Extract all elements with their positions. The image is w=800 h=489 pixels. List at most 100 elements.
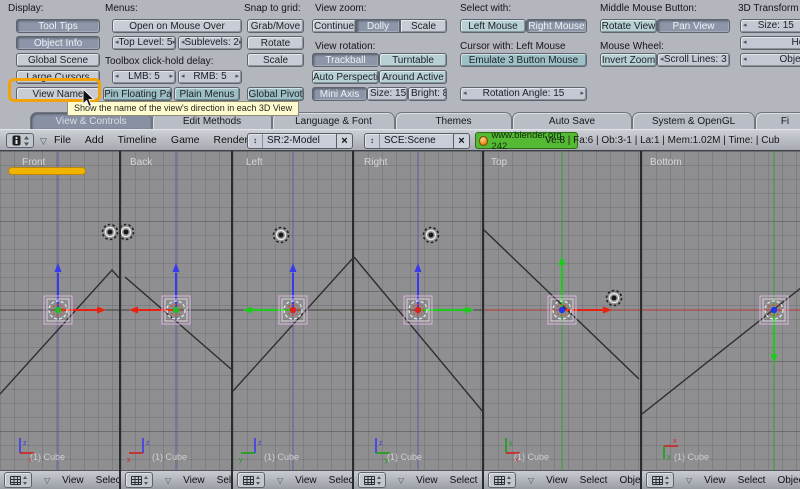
scene-browse-icon[interactable]: ↕ [365,134,380,148]
lamp-object[interactable] [101,223,119,241]
screen-browse-icon[interactable]: ↕ [248,134,263,148]
mmb-pan-view-option[interactable]: Pan View [657,19,730,33]
global-scene-toggle[interactable]: Global Scene [16,53,100,67]
scene-selector[interactable]: ↕ SCE:Scene [364,133,454,149]
collapse-menus-icon[interactable]: ▽ [165,475,172,485]
editor-type-dropdown[interactable] [125,472,153,488]
invert-zoom-toggle[interactable]: Invert Zoom [600,53,657,67]
stepper-left-icon[interactable]: ◂ [463,90,467,97]
global-pivot-toggle[interactable]: Global Pivot [247,87,304,101]
stepper-right-icon[interactable]: ▸ [235,73,239,80]
snap-rotate-toggle[interactable]: Rotate [247,36,304,50]
tab-language-font[interactable]: Language & Font [272,112,395,129]
stepper-left-icon[interactable]: ◂ [743,56,747,63]
lamp-object[interactable] [121,223,135,241]
zoom-dolly-option[interactable]: Dolly [356,19,400,33]
snap-grab-toggle[interactable]: Grab/Move [247,19,304,33]
large-cursors-toggle[interactable]: Large Cursors [16,70,100,84]
stepper-left-icon[interactable]: ◂ [115,73,119,80]
viewport-back-canvas[interactable]: z x Back (1) Cube [121,151,233,470]
view-menu[interactable]: View [62,474,84,486]
stepper-right-icon[interactable]: ▸ [172,39,176,46]
stepper-right-icon[interactable]: ▸ [580,90,584,97]
lamp-object[interactable] [422,226,440,244]
turntable-option[interactable]: Turntable [379,53,447,67]
menu-game[interactable]: Game [170,134,200,146]
view-menu[interactable]: View [183,474,205,486]
tab-file-paths[interactable]: Fi [755,112,800,129]
stepper-left-icon[interactable]: ◂ [181,39,185,46]
tool-tips-toggle[interactable]: Tool Tips [16,19,100,33]
stepper-left-icon[interactable]: ◂ [115,39,119,46]
snap-scale-toggle[interactable]: Scale [247,53,304,67]
open-on-mouse-over-toggle[interactable]: Open on Mouse Over [112,19,242,33]
select-menu[interactable]: Select [449,474,478,486]
top-level-field[interactable]: ◂ Top Level: 5 ▸ [112,36,176,50]
stepper-left-icon[interactable]: ◂ [181,73,185,80]
mini-axis-size-field[interactable]: Size: 15 [367,87,408,101]
select-menu[interactable]: Select [328,474,354,486]
editor-type-dropdown[interactable] [237,472,265,488]
stepper-right-icon[interactable]: ▸ [169,73,173,80]
rotation-angle-field[interactable]: ◂ Rotation Angle: 15 ▸ [460,87,587,101]
lmb-delay-field[interactable]: ◂ LMB: 5 ▸ [112,70,176,84]
tab-system-opengl[interactable]: System & OpenGL [632,112,755,129]
menu-timeline[interactable]: Timeline [117,134,157,146]
collapse-menus-icon[interactable]: ▽ [398,475,405,485]
select-menu[interactable]: Select [737,474,766,486]
stepper-right-icon[interactable]: ▸ [239,37,241,49]
view-menu[interactable]: View [704,474,726,486]
object-menu[interactable]: Object [777,474,800,486]
blender-org-badge[interactable]: www.blender.org 242 [475,130,578,152]
tab-themes[interactable]: Themes [395,112,512,129]
select-menu[interactable]: Select [95,474,119,486]
view-menu[interactable]: View [416,474,438,486]
scene-delete-button[interactable]: × [454,133,470,149]
view-name-toggle[interactable]: View Name [16,87,100,101]
lamp-object[interactable] [272,226,290,244]
lamp-object[interactable] [605,289,623,307]
menu-render[interactable]: Render [213,134,248,146]
mini-axis-bright-field[interactable]: Bright: 8 [408,87,447,101]
viewport-front-canvas[interactable]: z x Front (1) Cube [0,151,119,470]
stepper-left-icon[interactable]: ◂ [660,56,664,63]
editor-type-dropdown[interactable] [358,472,386,488]
menu-file[interactable]: File [54,134,71,146]
plain-menus-toggle[interactable]: Plain Menus [174,87,240,101]
zoom-continue-option[interactable]: Continue [312,19,356,33]
auto-perspective-toggle[interactable]: Auto Perspectiv [312,70,379,84]
select-menu[interactable]: Select [579,474,608,486]
view-menu[interactable]: View [295,474,317,486]
pin-floating-panels-toggle[interactable]: Pin Floating Pa [103,87,172,101]
view-menu[interactable]: View [546,474,568,486]
around-active-toggle[interactable]: Around Active [379,70,447,84]
object-menu[interactable]: Object [619,474,642,486]
zoom-scale-option[interactable]: Scale [400,19,447,33]
collapse-menus-icon[interactable]: ▽ [277,475,284,485]
stepper-left-icon[interactable]: ◂ [743,39,747,46]
collapse-menus-icon[interactable]: ▽ [686,475,693,485]
viewport-top-canvas[interactable]: y x Top (1) Cube [484,151,642,470]
collapse-menus-icon[interactable]: ▽ [44,475,51,485]
mini-axis-toggle[interactable]: Mini Axis [312,87,367,101]
tab-auto-save[interactable]: Auto Save [512,112,632,129]
sublevels-field[interactable]: ◂ Sublevels: 2 ▸ [178,36,242,50]
screen-delete-button[interactable]: × [337,133,353,149]
trackball-option[interactable]: Trackball [312,53,379,67]
menu-add[interactable]: Add [84,134,104,146]
widget-size-field[interactable]: ◂ Size: 15 [740,19,800,33]
collapse-menus-icon[interactable]: ▽ [40,136,47,146]
editor-type-dropdown[interactable] [488,472,516,488]
screen-selector[interactable]: ↕ SR:2-Model [247,133,337,149]
viewport-right-canvas[interactable]: z y Right (1) Cube [354,151,484,470]
editor-type-dropdown[interactable] [646,472,674,488]
viewport-bottom-canvas[interactable]: x y Bottom (1) Cube [642,151,800,470]
emulate-3-button-toggle[interactable]: Emulate 3 Button Mouse [460,53,587,67]
stepper-left-icon[interactable]: ◂ [743,22,747,29]
select-menu[interactable]: Select [216,474,233,486]
scroll-lines-field[interactable]: ◂ Scroll Lines: 3 [657,53,730,67]
object-info-toggle[interactable]: Object Info [16,36,100,50]
viewport-left-canvas[interactable]: z y Left (1) Cube [233,151,354,470]
mmb-rotate-view-option[interactable]: Rotate View [600,19,657,33]
collapse-menus-icon[interactable]: ▽ [528,475,535,485]
